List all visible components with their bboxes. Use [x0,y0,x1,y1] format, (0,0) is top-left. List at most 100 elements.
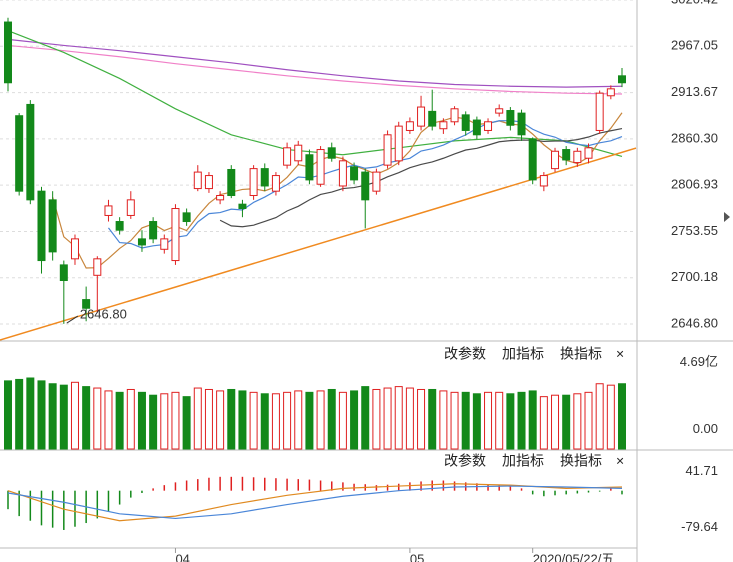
y-tick-label: 2700.18 [671,269,718,284]
y-tick-label: 2860.30 [671,130,718,145]
candle-body [216,195,225,201]
toolbar-button[interactable]: 加指标 [502,346,544,362]
candle-body [305,154,314,181]
candle-body [484,121,493,131]
ma-line [219,128,623,228]
date-label: 05 [410,551,424,562]
volume-bar [182,396,191,450]
candle-body [394,125,403,162]
candle-body [238,203,247,210]
candle-body [428,110,437,127]
candle-body [182,212,191,223]
y-tick-label: 41.71 [685,463,718,478]
volume-bar [171,391,180,450]
candle-body [271,175,280,192]
volume-bar [539,396,548,450]
volume-bar [249,391,258,450]
macd-line [7,485,623,520]
candle-body [294,144,303,162]
candle-body [405,121,414,131]
candle-body [495,108,504,114]
candle-body [82,299,91,309]
candle-body [450,108,459,123]
candle-body [361,171,370,201]
toolbar-button[interactable]: 加指标 [502,453,544,469]
volume-bar [350,390,359,450]
candle-body [506,110,515,126]
volume-bar [271,393,280,450]
candle-body [573,150,582,164]
candle-body [126,199,135,216]
date-label: 04 [175,551,189,562]
volume-bar [517,391,526,450]
scroll-arrow[interactable] [724,212,730,222]
candle-body [137,238,146,246]
ma-line [52,112,623,269]
volume-bar [193,387,202,450]
long-ma-line [7,44,623,95]
volume-bar [305,391,314,450]
volume-bar [428,388,437,450]
toolbar-button[interactable]: 改参数 [444,346,486,362]
volume-bar [70,381,79,450]
volume-bar [227,388,236,450]
candle-body [439,121,448,130]
annotation-arrow [66,315,79,324]
volume-bar [216,390,225,450]
volume-bar [294,390,303,450]
toolbar-button[interactable]: × [616,346,624,362]
candle-body [37,190,46,262]
volume-bar [595,383,604,450]
y-tick-label: 2646.80 [671,315,718,330]
candle-body [70,238,79,260]
y-tick-label: 2806.93 [671,177,718,192]
candle-body [160,238,169,250]
candle-body [59,264,68,282]
volume-bar [450,391,459,450]
volume-bar [115,391,124,450]
volume-bar [551,394,560,450]
volume-bar [383,387,392,450]
toolbar-button[interactable]: × [616,453,624,469]
volume-bar [506,393,515,450]
volume-bar [316,390,325,450]
volume-bar [126,388,135,450]
candle-body [618,75,626,84]
candle-body [383,134,392,166]
volume-bar [26,377,35,450]
candle-body [316,149,325,185]
candle-body [461,114,470,131]
volume-bar [461,391,470,450]
candle-body [595,92,604,131]
candle-body [171,208,180,262]
low-annotation: 2646.80 [80,306,127,321]
volume-bar [606,384,615,450]
volume-bar [584,391,593,450]
toolbar-button[interactable]: 换指标 [560,453,602,469]
toolbar-button[interactable]: 改参数 [444,453,486,469]
volume-bar [394,386,403,450]
volume-bar [93,387,102,450]
candle-body [193,171,202,190]
long-ma-line [7,30,623,158]
y-tick-label: -79.64 [681,519,718,534]
volume-bar [495,391,504,450]
candle-body [227,168,236,197]
volume-bar [618,383,626,450]
volume-bar [82,386,91,450]
date-label: 2020/05/22/五 [533,551,615,562]
volume-bar [439,390,448,450]
volume-bar [15,378,24,450]
volume-bar [528,390,537,450]
candle-body [472,119,481,136]
toolbar-button[interactable]: 换指标 [560,346,602,362]
volume-bar [472,393,481,450]
volume-bar [37,380,46,450]
volume-bar [372,388,381,450]
volume-bar [417,388,426,450]
y-tick-label: 2913.67 [671,84,718,99]
y-tick-label: 2967.05 [671,38,718,53]
candle-body [584,147,593,159]
